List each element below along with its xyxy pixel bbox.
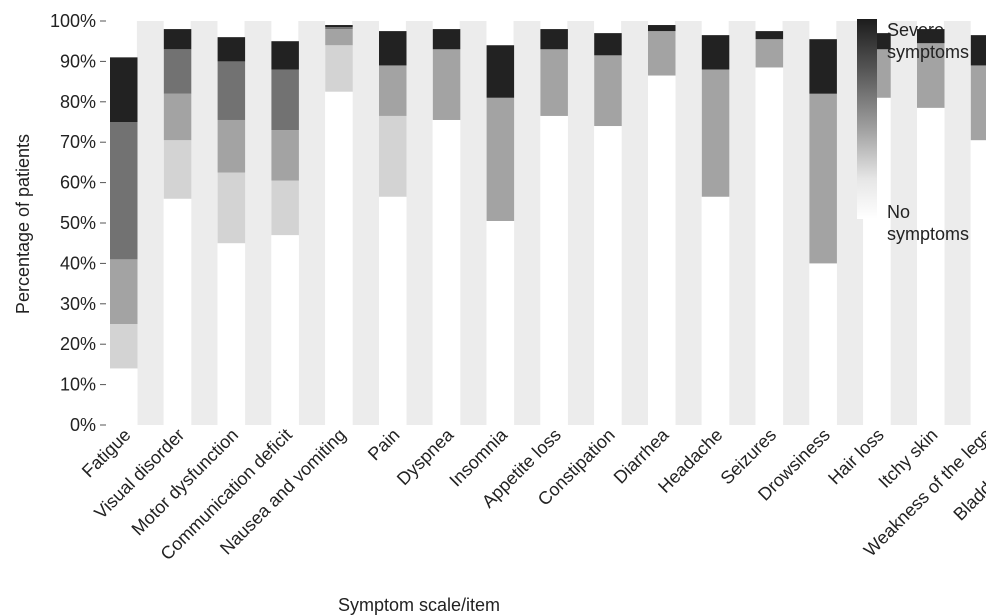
bar-segment [217, 61, 246, 120]
bar-segment [755, 67, 784, 426]
bar-segment [217, 172, 246, 244]
bar-segment [540, 115, 568, 425]
bar-segment [486, 220, 515, 425]
y-tick-label: 40% [60, 253, 96, 273]
background-stripe [674, 21, 702, 425]
bar-segment [379, 31, 407, 66]
bar-segment [432, 119, 461, 425]
bar-segment [110, 259, 138, 324]
bar-segment [917, 29, 945, 44]
bar-segment [325, 45, 353, 92]
x-category-label: Pain [364, 425, 404, 465]
legend-label-no-symptoms: No symptoms [887, 202, 969, 244]
bar-segment [701, 69, 730, 197]
bar-segment [755, 31, 784, 40]
bar-segment [271, 130, 299, 181]
bar-segment [970, 65, 986, 141]
background-stripe [890, 21, 917, 425]
bar-segment [701, 35, 730, 70]
bar-segment [325, 25, 353, 28]
background-stripe [782, 21, 810, 425]
bar-segment [163, 29, 192, 50]
y-axis: 0% 10% 20% 30% 40% 50% 60% 70% 80% 90% 100% [50, 11, 106, 435]
background-stripe [190, 21, 218, 425]
background-stripe [459, 21, 487, 425]
bar-segment [110, 324, 138, 369]
legend-colorbar [857, 19, 877, 219]
legend-label-severe: Severe symptoms [887, 20, 969, 62]
bar-segment [970, 140, 986, 425]
background-stripe [352, 21, 379, 425]
bar-segment [379, 65, 407, 116]
bar-segment [970, 35, 986, 66]
bar-segment [486, 45, 515, 98]
background-stripe [567, 21, 595, 425]
bar-segment [271, 69, 299, 131]
background-stripe [298, 21, 326, 425]
background-stripe [621, 21, 648, 425]
bar-segment [701, 196, 730, 425]
y-tick-label: 70% [60, 132, 96, 152]
bar-segment [217, 119, 246, 173]
background-stripe [728, 21, 756, 425]
background-stripe [513, 21, 541, 425]
bar-segment [110, 57, 138, 122]
bar-segment [648, 31, 676, 76]
y-tick-label: 90% [60, 51, 96, 71]
bar-segment [163, 93, 192, 141]
y-tick-label: 100% [50, 11, 96, 31]
bar-segment [648, 25, 676, 32]
background-stripe [943, 21, 971, 425]
legend: Severe symptoms No symptoms [857, 19, 969, 244]
bar-segment [325, 29, 353, 46]
bar-segment [540, 29, 568, 50]
bar-segment [163, 140, 192, 199]
bar-segment [594, 55, 622, 127]
bar-segment [755, 39, 784, 68]
bar-segment [540, 49, 568, 116]
bar-segment [648, 75, 676, 425]
bar-segment [110, 368, 138, 425]
bar-segment [271, 41, 299, 70]
background-stripe [136, 21, 164, 425]
y-axis-title: Percentage of patients [13, 134, 33, 314]
bar-segment [325, 27, 353, 30]
bar-segment [271, 180, 299, 236]
bar-segment [163, 49, 192, 94]
bar-segment [271, 235, 299, 425]
bar-segment [917, 43, 945, 108]
bar-segment [379, 196, 407, 425]
y-tick-label: 30% [60, 294, 96, 314]
y-tick-label: 20% [60, 334, 96, 354]
bar-segment [594, 126, 622, 425]
y-tick-label: 10% [60, 375, 96, 395]
bar-segment [809, 39, 837, 94]
background-stripe [244, 21, 272, 425]
bar-segment [432, 49, 461, 120]
bar-segment [917, 107, 945, 426]
x-axis-title: Symptom scale/item [338, 595, 500, 615]
bar-segment [217, 243, 246, 425]
bar-segment [432, 29, 461, 50]
background-stripe [405, 21, 433, 425]
y-tick-label: 50% [60, 213, 96, 233]
bars-layer [110, 25, 986, 426]
y-tick-label: 0% [70, 415, 96, 435]
bar-segment [379, 115, 407, 197]
y-tick-label: 60% [60, 173, 96, 193]
bar-segment [325, 91, 353, 425]
bar-segment [594, 33, 622, 56]
bar-segment [163, 198, 192, 425]
bar-segment [217, 37, 246, 62]
bar-segment [809, 263, 837, 425]
y-tick-label: 80% [60, 92, 96, 112]
bar-segment [110, 122, 138, 260]
bar-segment [809, 93, 837, 264]
bar-segment [486, 97, 515, 221]
